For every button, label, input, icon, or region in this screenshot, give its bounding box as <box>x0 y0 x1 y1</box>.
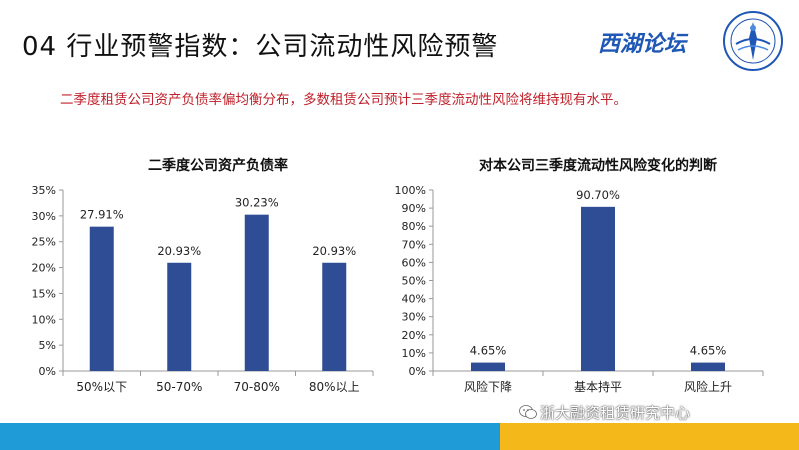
y-tick-label: 10% <box>402 347 426 360</box>
y-tick-label: 15% <box>32 287 56 300</box>
y-tick-label: 50% <box>402 275 426 288</box>
bar <box>471 362 505 371</box>
y-tick-label: 10% <box>32 313 56 326</box>
chart-title: 对本公司三季度流动性风险变化的判断 <box>479 157 717 174</box>
x-tick-label: 70-80% <box>234 380 280 394</box>
wechat-icon <box>519 405 537 419</box>
bar <box>581 206 615 371</box>
bar <box>322 262 347 371</box>
data-label: 20.93% <box>312 244 356 258</box>
watermark-text: 浙大融资租赁研究中心 <box>540 404 691 422</box>
y-tick-label: 35% <box>32 184 56 197</box>
x-tick-label: 风险上升 <box>684 379 732 394</box>
y-tick-label: 70% <box>402 238 426 251</box>
data-label: 90.70% <box>576 188 620 202</box>
chart-title: 二季度公司资产负债率 <box>148 157 288 174</box>
y-tick-label: 30% <box>32 210 56 223</box>
data-label: 30.23% <box>235 196 279 210</box>
y-tick-label: 20% <box>32 262 56 275</box>
data-label: 20.93% <box>157 244 201 258</box>
y-tick-label: 40% <box>402 293 426 306</box>
forum-emblem-icon <box>723 11 783 71</box>
x-tick-label: 风险下降 <box>464 379 512 394</box>
bar <box>691 362 725 371</box>
y-tick-label: 60% <box>402 256 426 269</box>
y-tick-label: 25% <box>32 236 56 249</box>
y-tick-label: 30% <box>402 311 426 324</box>
data-label: 27.91% <box>80 208 124 222</box>
y-tick-label: 80% <box>402 220 426 233</box>
footer-bar-blue <box>0 423 500 450</box>
x-tick-label: 基本持平 <box>574 379 622 394</box>
page-title: 04 行业预警指数：公司流动性风险预警 <box>22 32 499 62</box>
bar <box>244 214 269 371</box>
x-tick-label: 80%以上 <box>309 380 360 394</box>
footer-bar-gold <box>500 423 799 450</box>
summary-text: 二季度租赁公司资产负债率偏均衡分布，多数租赁公司预计三季度流动性风险将维持现有水… <box>60 92 627 108</box>
data-label: 4.65% <box>470 344 507 358</box>
debt-ratio-chart: 二季度公司资产负债率 0% 5% 10% 15% 20% 25% 30% 35% 27.91% 50… <box>32 157 374 394</box>
footer-bar <box>0 423 799 450</box>
y-tick-label: 5% <box>39 339 56 352</box>
bar <box>89 226 114 371</box>
x-tick-label: 50%以下 <box>76 380 127 394</box>
y-tick-label: 100% <box>395 184 426 197</box>
y-tick-label: 90% <box>402 202 426 215</box>
data-label: 4.65% <box>690 344 727 358</box>
y-tick-label: 0% <box>39 365 56 378</box>
forum-logo-text: 西湖论坛 <box>598 31 687 57</box>
y-tick-label: 0% <box>409 365 426 378</box>
liquidity-risk-chart: 对本公司三季度流动性风险变化的判断 0% 10% 20% 30% 40% 50% 60% 70%… <box>395 157 764 394</box>
y-tick-label: 20% <box>402 329 426 342</box>
x-tick-label: 50-70% <box>156 380 202 394</box>
bar <box>167 262 192 371</box>
